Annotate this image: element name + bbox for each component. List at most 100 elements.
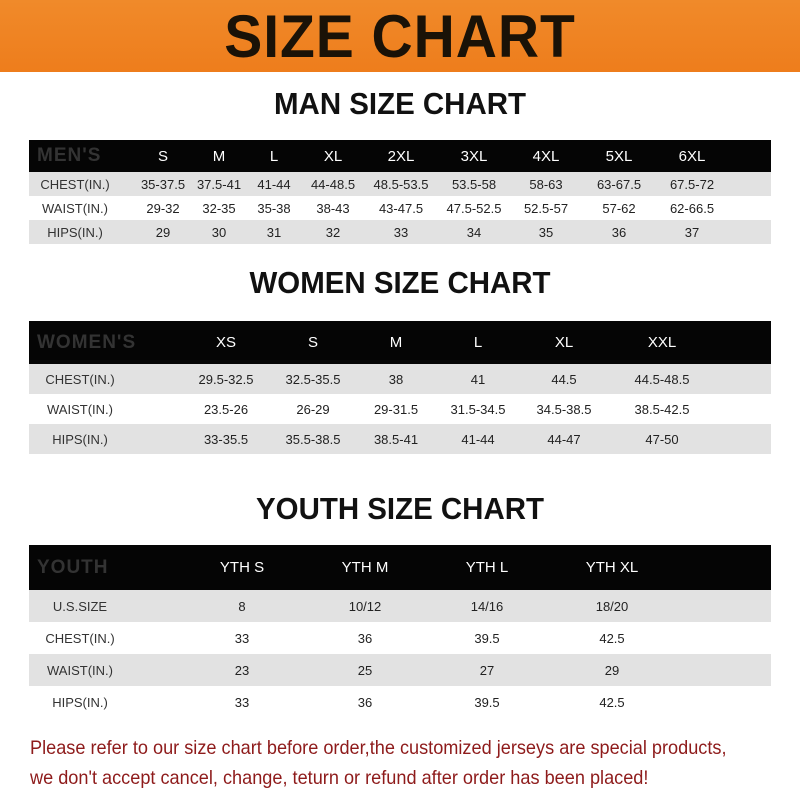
measurement-cell: 41-44 (461, 431, 495, 447)
order-notice: Please refer to our size chart before or… (30, 733, 737, 793)
size-header: M (389, 334, 403, 351)
measurement-cell: 26-29 (296, 401, 330, 417)
measurement-cell: 27 (479, 662, 495, 678)
banner-title: SIZE CHART (224, 3, 576, 70)
women-table-row: WAIST(IN.) 23.5-26 26-29 29-31.5 31.5-34.5 34… (29, 394, 771, 424)
youth-size-table: YOUTH YTH S YTH M YTH L YTH XL U.S.SIZE 8 10/12… (29, 545, 771, 718)
measurement-cell: 58-63 (529, 176, 563, 192)
measurement-cell: 47-50 (645, 431, 679, 447)
measurement-cell: 31.5-34.5 (450, 401, 506, 417)
youth-table-row: HIPS(IN.) 33 36 39.5 42.5 (29, 686, 771, 718)
measurement-cell: 63-67.5 (596, 176, 642, 192)
youth-section-title: YOUTH SIZE CHART (256, 491, 544, 526)
measurement-cell: 8 (238, 598, 246, 614)
measurement-cell: 32.5-35.5 (285, 371, 341, 387)
size-header: 3XL (460, 147, 488, 165)
measurement-cell: 62-66.5 (669, 200, 715, 216)
measurement-cell: 34 (466, 224, 482, 240)
measurement-cell: 53.5-58 (451, 176, 497, 192)
row-label: WAIST(IN.) (47, 662, 113, 678)
measurement-cell: 52.5-57 (523, 200, 569, 216)
men-header-label: MEN'S (37, 145, 102, 166)
measurement-cell: 10/12 (348, 598, 382, 614)
size-header: XS (215, 334, 237, 351)
measurement-cell: 34.5-38.5 (536, 401, 592, 417)
measurement-cell: 32-35 (202, 200, 236, 216)
measurement-cell: 44.5 (551, 371, 577, 387)
measurement-cell: 35-38 (257, 200, 291, 216)
size-header: 4XL (532, 147, 560, 165)
measurement-cell: 44-47 (547, 431, 581, 447)
measurement-cell: 44-48.5 (310, 176, 356, 192)
measurement-cell: 35-37.5 (140, 176, 186, 192)
women-header-row: WOMEN'S XS S M L XL XXL (29, 321, 771, 364)
measurement-cell: 33-35.5 (203, 431, 249, 447)
size-header: L (473, 334, 483, 351)
men-table-row: HIPS(IN.) 29 30 31 32 33 34 35 36 37 (29, 220, 771, 244)
size-header: 6XL (678, 147, 706, 165)
measurement-cell: 23 (234, 662, 250, 678)
women-header-label: WOMEN'S (37, 331, 137, 353)
measurement-cell: 33 (234, 630, 250, 646)
measurement-cell: 36 (357, 630, 373, 646)
row-label: HIPS(IN.) (52, 431, 108, 447)
measurement-cell: 39.5 (474, 630, 500, 646)
women-table-row: HIPS(IN.) 33-35.5 35.5-38.5 38.5-41 41-44 44-… (29, 424, 771, 454)
notice-line-2: we don't accept cancel, change, teturn o… (30, 767, 649, 789)
measurement-cell: 38 (388, 371, 404, 387)
row-label: HIPS(IN.) (52, 694, 108, 710)
row-label: WAIST(IN.) (42, 200, 108, 216)
measurement-cell: 41 (470, 371, 486, 387)
size-header: 5XL (605, 147, 633, 165)
notice-line-1: Please refer to our size chart before or… (30, 737, 727, 759)
measurement-cell: 36 (611, 224, 627, 240)
women-section-title: WOMEN SIZE CHART (249, 265, 551, 300)
youth-table-row: CHEST(IN.) 33 36 39.5 42.5 (29, 622, 771, 654)
men-table-row: CHEST(IN.) 35-37.5 37.5-41 41-44 44-48.5 48.5… (29, 172, 771, 196)
men-section-title: MAN SIZE CHART (274, 86, 526, 121)
measurement-cell: 43-47.5 (378, 200, 424, 216)
size-header: YTH XL (585, 559, 639, 576)
measurement-cell: 29 (604, 662, 620, 678)
measurement-cell: 47.5-52.5 (446, 200, 502, 216)
measurement-cell: 14/16 (470, 598, 504, 614)
measurement-cell: 29 (155, 224, 171, 240)
size-header: L (269, 147, 279, 165)
row-label: CHEST(IN.) (40, 176, 110, 192)
measurement-cell: 37.5-41 (196, 176, 242, 192)
measurement-cell: 31 (266, 224, 282, 240)
measurement-cell: 42.5 (599, 630, 625, 646)
size-header: 2XL (387, 147, 415, 165)
size-header: M (212, 147, 226, 165)
measurement-cell: 18/20 (595, 598, 629, 614)
size-header: XL (323, 147, 343, 165)
size-header: S (307, 334, 319, 351)
measurement-cell: 29-32 (146, 200, 180, 216)
measurement-cell: 25 (357, 662, 373, 678)
measurement-cell: 33 (234, 694, 250, 710)
measurement-cell: 29-31.5 (373, 401, 419, 417)
measurement-cell: 42.5 (599, 694, 625, 710)
row-label: CHEST(IN.) (45, 371, 115, 387)
size-header: XL (554, 334, 574, 351)
men-header-row: MEN'S S M L XL 2XL 3XL 4XL 5XL 6XL (29, 140, 771, 172)
women-table-row: CHEST(IN.) 29.5-32.5 32.5-35.5 38 41 44.5 44.5… (29, 364, 771, 394)
youth-header-label: YOUTH (37, 556, 109, 578)
measurement-cell: 41-44 (257, 176, 291, 192)
measurement-cell: 23.5-26 (203, 401, 249, 417)
row-label: WAIST(IN.) (47, 401, 113, 417)
men-table-row: WAIST(IN.) 29-32 32-35 35-38 38-43 43-47.5 47.… (29, 196, 771, 220)
measurement-cell: 35 (538, 224, 554, 240)
measurement-cell: 38.5-42.5 (634, 401, 690, 417)
row-label: HIPS(IN.) (47, 224, 103, 240)
measurement-cell: 39.5 (474, 694, 500, 710)
size-header: S (157, 147, 169, 165)
size-chart-banner: SIZE CHART (0, 0, 800, 72)
row-label: CHEST(IN.) (45, 630, 115, 646)
measurement-cell: 36 (357, 694, 373, 710)
measurement-cell: 32 (325, 224, 341, 240)
measurement-cell: 38-43 (316, 200, 350, 216)
size-header: YTH S (219, 559, 265, 576)
youth-header-row: YOUTH YTH S YTH M YTH L YTH XL (29, 545, 771, 590)
measurement-cell: 30 (211, 224, 227, 240)
